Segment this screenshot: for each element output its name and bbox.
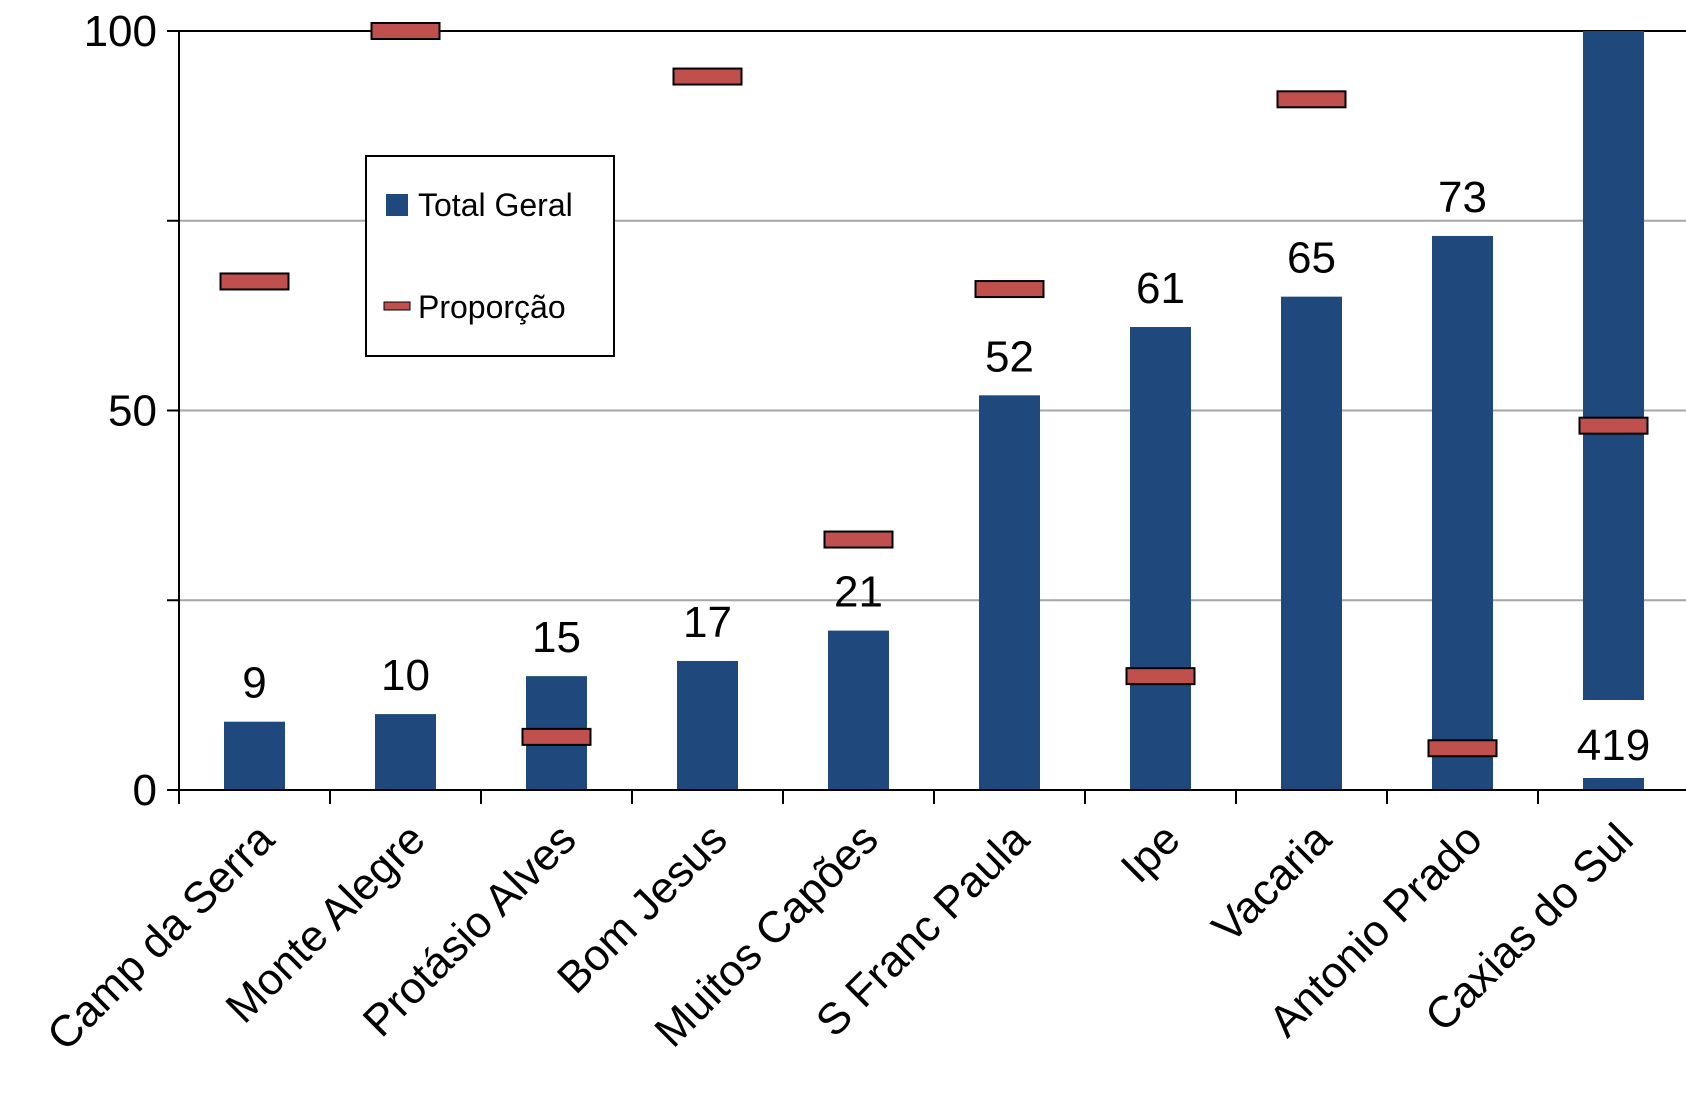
proportion-marker-6 — [1125, 667, 1196, 686]
y-tick-label-50: 50 — [108, 387, 157, 436]
legend-label-total-geral: Total Geral — [418, 187, 573, 223]
data-label-9: 419 — [1577, 721, 1650, 770]
bar-antonio-prado — [1432, 235, 1493, 790]
proportion-markers — [219, 22, 1649, 758]
data-label-6: 61 — [1136, 264, 1185, 313]
bar-muitos-capões — [828, 630, 889, 790]
bar-caxias-do-sul — [1583, 31, 1644, 790]
proportion-marker-8 — [1427, 739, 1498, 758]
legend-label-proporcao: Proporção — [418, 289, 566, 325]
data-label-0: 9 — [242, 659, 266, 708]
bar-camp-da-serra — [224, 721, 285, 790]
proportion-marker-1 — [370, 22, 441, 40]
y-tick-label-100: 100 — [84, 7, 157, 56]
y-tick-label-0: 0 — [133, 766, 157, 815]
legend-swatch-total-geral — [386, 194, 408, 216]
data-label-4: 21 — [834, 568, 883, 617]
bar-break-9 — [1583, 700, 1644, 778]
bar-ipe — [1130, 327, 1191, 790]
data-labels: 9 10 15 17 21 52 61 65 73 419 — [242, 173, 1650, 778]
data-label-2: 15 — [532, 613, 581, 662]
proportion-marker-5 — [974, 280, 1045, 299]
proportion-marker-9 — [1578, 416, 1649, 435]
bar-s-franc-paula — [979, 395, 1040, 790]
data-label-7: 65 — [1287, 234, 1336, 283]
data-label-8: 73 — [1438, 173, 1487, 222]
x-category-label-7: Vacaria — [1203, 814, 1341, 952]
proportion-marker-2 — [521, 727, 592, 746]
proportion-marker-7 — [1276, 90, 1347, 109]
bar-monte-alegre — [375, 714, 436, 790]
proportion-marker-3 — [672, 67, 743, 86]
data-label-3: 17 — [683, 598, 732, 647]
bar-bom-jesus — [677, 660, 738, 790]
data-label-5: 52 — [985, 332, 1034, 381]
bar-vacaria — [1281, 296, 1342, 790]
legend-swatch-proporcao — [383, 301, 411, 311]
legend: Total Geral Proporção — [365, 155, 615, 357]
data-label-1: 10 — [381, 651, 430, 700]
proportion-marker-4 — [823, 530, 894, 549]
proportion-marker-0 — [219, 272, 290, 291]
x-category-label-6: Ipe — [1112, 814, 1190, 892]
legend-box — [365, 155, 615, 357]
